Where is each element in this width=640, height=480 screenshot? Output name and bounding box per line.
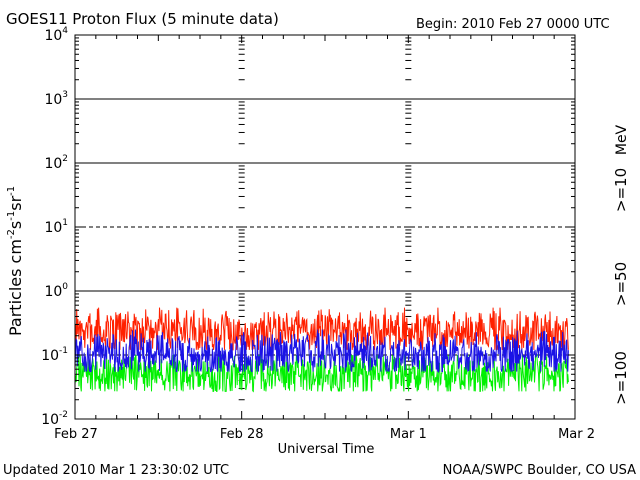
x-tick-label: Mar 1 <box>390 427 427 442</box>
x-tick-label: Mar 2 <box>558 427 595 442</box>
series-layer <box>74 307 569 393</box>
y-label-exp1: -2 <box>6 229 17 239</box>
y-axis-label: Particles cm-2s-1sr-1 <box>6 186 25 336</box>
y-label-s: s <box>6 221 25 229</box>
y-tick-label: 100 <box>44 282 68 300</box>
updated-timestamp: Updated 2010 Mar 1 23:30:02 UTC <box>3 463 229 478</box>
legend-unit: MeV <box>614 124 630 155</box>
reference-lines <box>75 98 575 356</box>
x-tick-label: Feb 27 <box>54 427 98 442</box>
begin-time: Begin: 2010 Feb 27 0000 UTC <box>416 17 610 32</box>
series-line-50 <box>74 329 569 374</box>
chart-title: GOES11 Proton Flux (5 minute data) <box>6 10 279 28</box>
legend-entry-ge10: >=10 <box>612 168 630 212</box>
legend-entry-ge50: >=50 <box>612 262 630 306</box>
y-tick-label: 103 <box>44 90 68 108</box>
y-label-exp2: -1 <box>6 211 17 221</box>
x-axis: Feb 27 Feb 28 Mar 1 Mar 2 <box>54 35 595 442</box>
series-line-10 <box>74 307 569 351</box>
y-label-base: Particles cm <box>6 239 25 336</box>
y-tick-label: 101 <box>44 218 68 236</box>
y-axis: 10-2 10-1 100 101 102 103 104 <box>41 26 575 428</box>
y-label-sr: sr <box>6 195 25 210</box>
x-tick-label: Feb 28 <box>220 427 264 442</box>
legend-entry-ge100: >=100 <box>612 351 630 405</box>
y-tick-label: 104 <box>44 26 68 44</box>
x-axis-label: Universal Time <box>278 442 375 457</box>
series-line-100 <box>74 353 569 393</box>
y-tick-label: 10-1 <box>41 346 68 364</box>
y-tick-label: 102 <box>44 154 68 172</box>
y-tick-label: 10-2 <box>41 410 68 428</box>
y-label-exp3: -1 <box>6 186 17 196</box>
source-credit: NOAA/SWPC Boulder, CO USA <box>443 463 636 478</box>
